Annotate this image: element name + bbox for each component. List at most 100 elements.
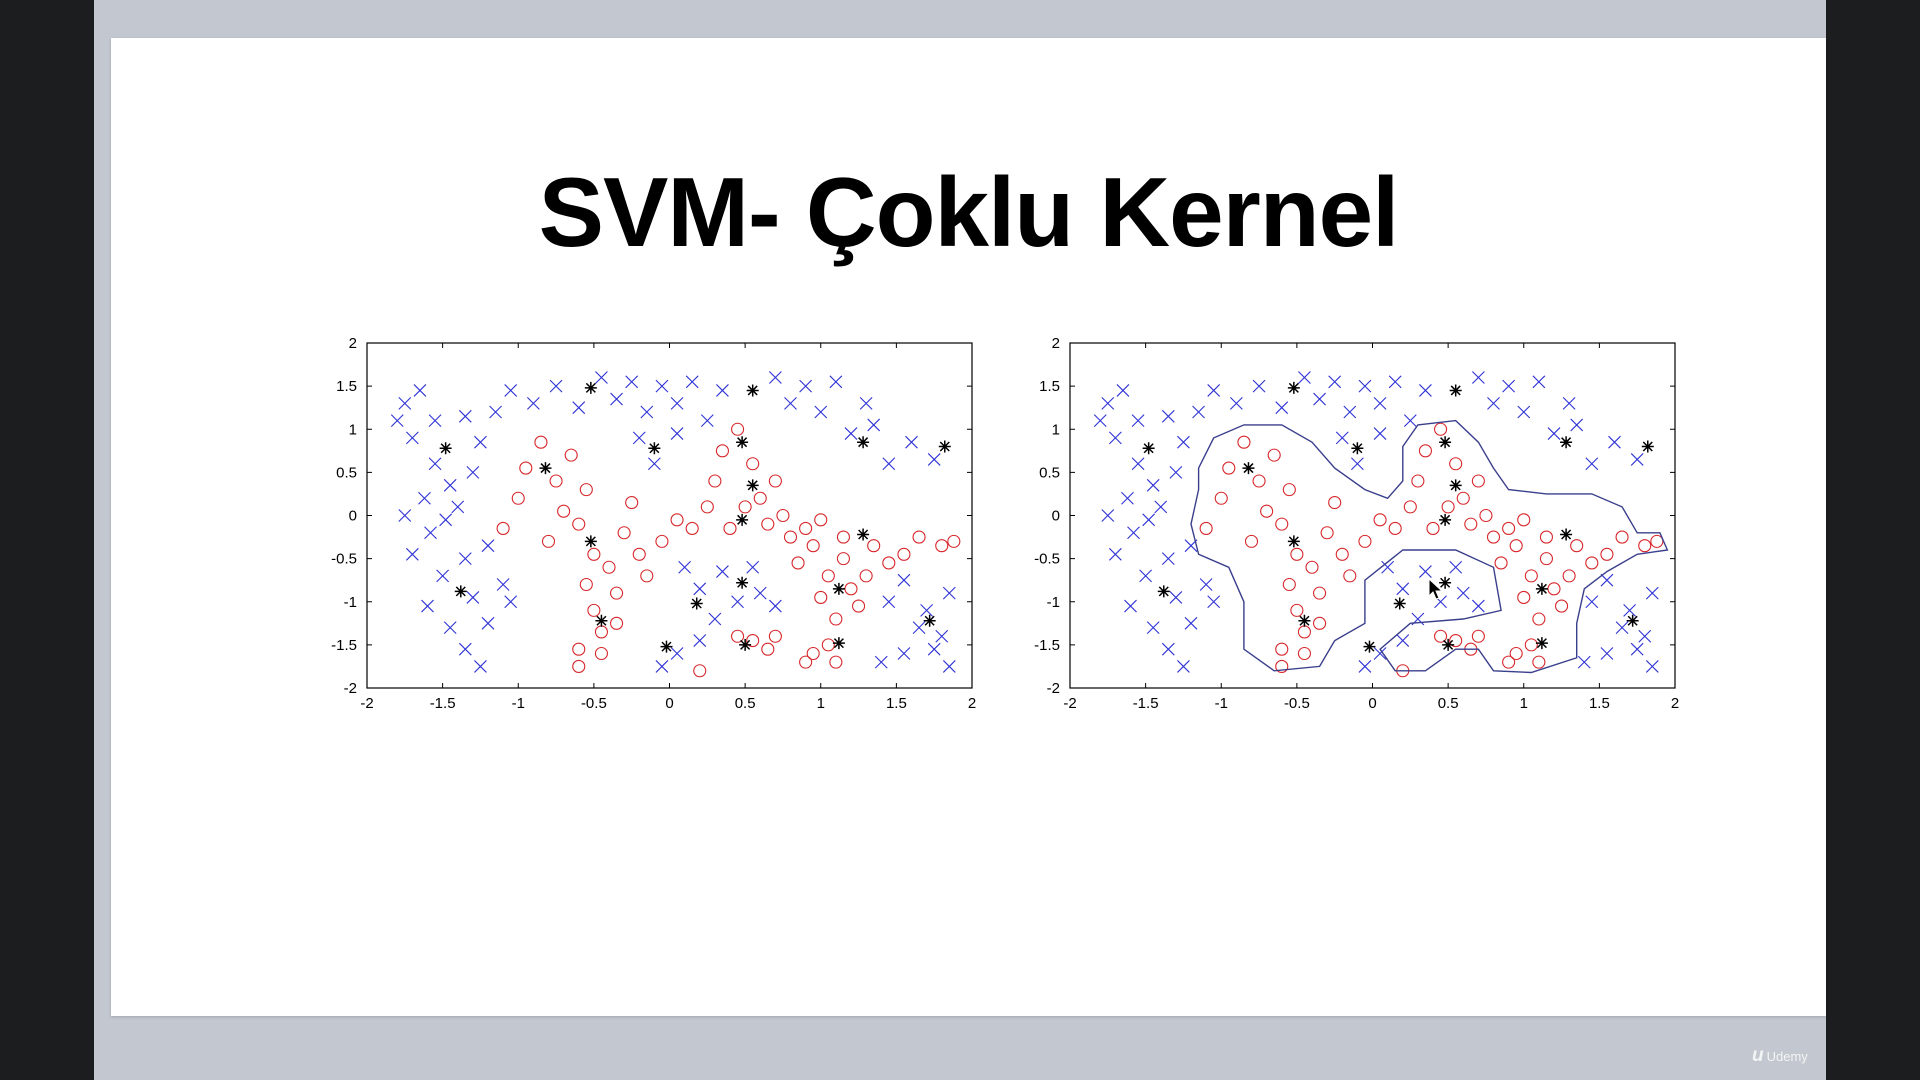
class-x-point	[443, 478, 457, 492]
class-o-point	[1290, 603, 1304, 617]
class-x-point	[1419, 565, 1432, 578]
class-o-point	[814, 590, 828, 604]
class-x-point	[1396, 634, 1410, 647]
class-o-point	[1562, 569, 1576, 583]
class-o-point	[1222, 461, 1236, 475]
support-vector-point	[1363, 640, 1376, 653]
class-x-point	[1630, 453, 1644, 466]
class-o-point	[836, 552, 850, 566]
class-o-point	[1456, 491, 1470, 505]
class-x-point	[1101, 396, 1115, 410]
class-o-point	[1532, 612, 1546, 626]
class-o-point	[1214, 491, 1228, 505]
support-vector-point	[439, 442, 452, 455]
class-x-point	[935, 629, 949, 643]
class-o-point	[844, 582, 858, 596]
class-x-point	[1298, 371, 1311, 384]
y-tick-label: -0.5	[331, 551, 357, 568]
class-o-point	[947, 534, 961, 548]
decision-boundary	[1190, 419, 1669, 674]
class-x-point	[1343, 405, 1357, 419]
class-o-point	[685, 521, 699, 535]
class-o-point	[1411, 474, 1425, 488]
class-o-point	[1615, 530, 1629, 544]
class-o-point	[882, 556, 896, 570]
class-x-point	[451, 500, 465, 514]
x-tick-label: 1.5	[1589, 695, 1610, 712]
class-o-point	[1471, 474, 1485, 488]
class-x-point	[1108, 431, 1122, 445]
y-tick-label: 0	[349, 508, 357, 525]
class-x-point	[1229, 396, 1243, 410]
y-tick-label: -2	[1047, 680, 1060, 697]
udemy-logo-icon: u	[1752, 1045, 1764, 1066]
class-x-point	[458, 642, 472, 656]
y-tick-label: 0.5	[1039, 464, 1060, 481]
class-o-point	[1297, 646, 1311, 661]
class-o-point	[912, 530, 926, 544]
class-x-point	[920, 603, 934, 617]
class-o-point	[1328, 496, 1342, 510]
class-o-point	[625, 496, 639, 510]
class-o-point	[1358, 534, 1372, 548]
mouse-cursor-icon	[1428, 578, 1444, 600]
class-x-point	[1169, 465, 1183, 479]
x-tick-label: 0.5	[1438, 695, 1459, 712]
class-o-point	[1650, 534, 1664, 548]
class-x-point	[1146, 621, 1160, 635]
svm-plot-right: -2 -1.5 -1 -0.5 0 0.5 1 1.5 2 -2 -1.5 -1 -0.5 0 0.5 1 1.…	[1034, 335, 1679, 712]
class-o-point	[1434, 629, 1448, 643]
class-o-point	[1486, 530, 1501, 544]
class-x-point	[1139, 569, 1153, 583]
class-o-point	[1547, 582, 1561, 596]
class-x-point	[942, 586, 956, 600]
class-x-point	[882, 457, 896, 471]
support-vector-point	[1626, 614, 1639, 627]
class-x-point	[897, 647, 911, 660]
class-x-point	[746, 560, 760, 574]
class-x-point	[829, 375, 843, 389]
class-o-point	[761, 642, 775, 656]
x-tick-label: 1	[817, 695, 825, 712]
class-x-point	[418, 491, 431, 505]
class-o-point	[791, 556, 805, 570]
support-vector-point	[1535, 637, 1548, 650]
class-o-point	[1449, 457, 1463, 471]
class-x-point	[496, 578, 510, 591]
class-x-point	[436, 569, 450, 583]
class-x-point	[1487, 396, 1500, 410]
class-o-point	[776, 508, 790, 523]
class-x-point	[1177, 435, 1190, 449]
class-o-point	[594, 646, 608, 661]
class-o-point	[753, 491, 767, 505]
support-vector-point	[938, 440, 951, 453]
class-x-point	[398, 396, 412, 410]
class-o-point	[1464, 517, 1478, 531]
class-x-point	[1207, 595, 1221, 609]
class-o-point	[572, 659, 586, 673]
class-x-point	[731, 595, 744, 609]
class-o-point	[1471, 629, 1485, 643]
class-x-point	[1615, 621, 1629, 635]
support-vector-point	[1298, 614, 1311, 627]
y-tick-label: -1	[344, 594, 357, 611]
class-x-point	[1373, 396, 1387, 410]
class-x-point	[1562, 396, 1576, 410]
class-x-point	[1645, 660, 1659, 673]
class-o-point	[511, 491, 525, 505]
plot-frame	[366, 342, 973, 689]
support-vector-point	[454, 585, 467, 598]
class-x-point	[685, 375, 699, 389]
class-x-point	[1093, 414, 1107, 428]
class-o-point	[859, 569, 873, 583]
class-x-point	[1358, 660, 1372, 673]
x-tick-label: -0.5	[1284, 695, 1310, 712]
class-x-point	[768, 371, 782, 384]
class-x-point	[439, 513, 453, 527]
y-tick-label: 1	[349, 421, 357, 438]
class-x-point	[1600, 573, 1614, 587]
class-x-point	[443, 621, 457, 635]
udemy-watermark: u Udemy	[1752, 1045, 1808, 1067]
class-x-point	[458, 552, 472, 566]
class-o-point	[1509, 646, 1523, 661]
